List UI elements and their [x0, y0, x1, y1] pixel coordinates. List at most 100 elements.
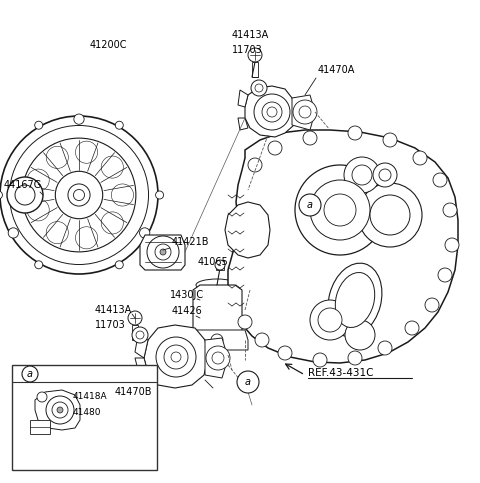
- Circle shape: [438, 268, 452, 282]
- Circle shape: [238, 315, 252, 329]
- Circle shape: [352, 165, 372, 185]
- Circle shape: [55, 171, 103, 219]
- Circle shape: [443, 203, 457, 217]
- Circle shape: [22, 366, 38, 382]
- Circle shape: [15, 185, 35, 205]
- Polygon shape: [140, 235, 185, 270]
- Circle shape: [0, 191, 2, 199]
- Text: 41418A: 41418A: [73, 392, 108, 400]
- Circle shape: [74, 114, 84, 124]
- Text: 41413A: 41413A: [232, 30, 269, 40]
- Circle shape: [413, 151, 427, 165]
- Circle shape: [52, 402, 68, 418]
- Circle shape: [248, 158, 262, 172]
- Circle shape: [293, 100, 317, 124]
- Text: a: a: [27, 369, 33, 379]
- Text: 41470B: 41470B: [115, 387, 153, 397]
- Ellipse shape: [335, 272, 375, 327]
- Circle shape: [255, 333, 269, 347]
- Circle shape: [254, 94, 290, 130]
- Polygon shape: [144, 325, 208, 388]
- Circle shape: [171, 352, 181, 362]
- Circle shape: [73, 189, 84, 200]
- Circle shape: [267, 107, 277, 117]
- Circle shape: [348, 126, 362, 140]
- Bar: [216, 260, 224, 270]
- Circle shape: [7, 177, 43, 213]
- Polygon shape: [238, 118, 248, 130]
- Bar: [12, 365, 157, 470]
- Polygon shape: [35, 390, 80, 430]
- Text: 1430JC: 1430JC: [170, 290, 204, 300]
- Circle shape: [35, 261, 43, 269]
- Text: 11703: 11703: [95, 320, 126, 330]
- Text: 41480: 41480: [73, 408, 101, 416]
- Circle shape: [156, 191, 164, 199]
- Circle shape: [46, 396, 74, 424]
- Polygon shape: [238, 90, 248, 107]
- Circle shape: [262, 102, 282, 122]
- Circle shape: [310, 180, 370, 240]
- Circle shape: [370, 195, 410, 235]
- Text: 41065: 41065: [198, 257, 229, 267]
- Bar: [30, 420, 50, 434]
- Text: 41426: 41426: [172, 306, 203, 316]
- Circle shape: [115, 261, 123, 269]
- Circle shape: [37, 392, 47, 402]
- Circle shape: [132, 327, 148, 343]
- Circle shape: [136, 331, 144, 339]
- Bar: [132, 325, 138, 340]
- Text: 11703: 11703: [232, 45, 263, 55]
- Circle shape: [160, 249, 166, 255]
- Polygon shape: [292, 95, 315, 130]
- Circle shape: [0, 116, 158, 274]
- Circle shape: [212, 352, 224, 364]
- Circle shape: [358, 183, 422, 247]
- Circle shape: [324, 194, 356, 226]
- Circle shape: [425, 298, 439, 312]
- Polygon shape: [228, 130, 458, 363]
- Text: 41413A: 41413A: [95, 305, 132, 315]
- Polygon shape: [135, 335, 148, 358]
- Polygon shape: [205, 338, 228, 378]
- Circle shape: [211, 334, 223, 346]
- Circle shape: [155, 244, 171, 260]
- Circle shape: [310, 300, 350, 340]
- Text: a: a: [307, 200, 313, 210]
- Text: 41200C: 41200C: [90, 40, 128, 50]
- Circle shape: [128, 311, 142, 325]
- Ellipse shape: [328, 263, 382, 337]
- Circle shape: [156, 337, 196, 377]
- Circle shape: [115, 121, 123, 129]
- Circle shape: [68, 184, 90, 206]
- Circle shape: [378, 341, 392, 355]
- Circle shape: [348, 351, 362, 365]
- Circle shape: [35, 121, 43, 129]
- Circle shape: [140, 228, 150, 238]
- Circle shape: [164, 345, 188, 369]
- Circle shape: [147, 236, 179, 268]
- Circle shape: [237, 371, 259, 393]
- Circle shape: [22, 138, 136, 252]
- Polygon shape: [245, 86, 296, 137]
- Circle shape: [344, 157, 380, 193]
- Ellipse shape: [196, 279, 238, 291]
- Circle shape: [255, 84, 263, 92]
- Bar: [252, 62, 258, 77]
- Circle shape: [215, 260, 225, 270]
- Circle shape: [206, 346, 230, 370]
- Circle shape: [313, 353, 327, 367]
- Polygon shape: [135, 358, 148, 373]
- Text: a: a: [245, 377, 251, 387]
- Circle shape: [10, 126, 148, 265]
- Text: 44167G: 44167G: [4, 180, 42, 190]
- Circle shape: [373, 163, 397, 187]
- Circle shape: [295, 165, 385, 255]
- Circle shape: [445, 238, 459, 252]
- Circle shape: [383, 133, 397, 147]
- Circle shape: [251, 80, 267, 96]
- Circle shape: [379, 169, 391, 181]
- Text: 41421B: 41421B: [172, 237, 209, 247]
- Circle shape: [299, 106, 311, 118]
- Circle shape: [318, 308, 342, 332]
